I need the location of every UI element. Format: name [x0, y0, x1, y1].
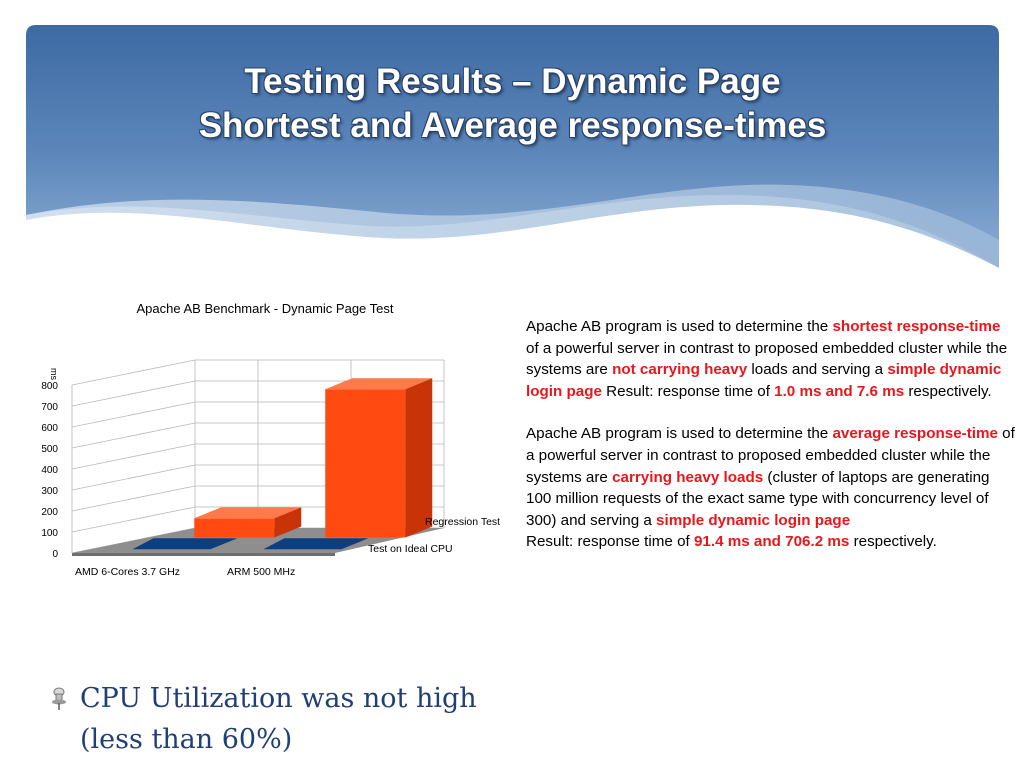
y-tick-label-800: 800	[41, 381, 58, 392]
gridline-left-700	[71, 380, 196, 407]
y-tick-label-200: 200	[41, 507, 58, 518]
pushpin-bullet-icon	[52, 687, 66, 710]
regression-bar-0-top	[194, 507, 302, 519]
p1-text-5: respectively.	[904, 382, 992, 400]
regression-bar-0-front	[194, 518, 275, 538]
gridline-left-500	[71, 422, 196, 449]
y-tick-label-400: 400	[41, 465, 58, 476]
p1-highlight-1: shortest response-time	[832, 318, 1001, 335]
p2-text-5: respectively.	[849, 533, 937, 551]
gridline-left-400	[71, 443, 196, 470]
regression-bar-0-side	[274, 507, 302, 538]
paragraph-average: Apache AB program is used to determine t…	[526, 423, 1016, 553]
p1-text-4: Result: response time of	[601, 382, 775, 400]
y-tick-label-0: 0	[52, 549, 58, 560]
gridline-left-300	[71, 464, 196, 491]
y-tick-label-600: 600	[41, 423, 58, 434]
p1-text-1: Apache AB program is used to determine t…	[526, 318, 833, 335]
y-tick-label-700: 700	[41, 402, 58, 413]
p1-highlight-3: simple dynamic login page	[526, 361, 1002, 400]
description-panel: Apache AB program is used to determine t…	[526, 316, 1016, 553]
gridline-left-100	[71, 506, 196, 533]
series-label-1: Test on Ideal CPU	[368, 543, 453, 555]
title-line-2: Shortest and Average response-times	[198, 106, 827, 145]
regression-bar-1-front	[325, 389, 406, 538]
chart-body: 0 100 200 300 400 500 600 700 800 AMD 6-Cores 3.7…	[41, 359, 500, 578]
title-line-1: Testing Results – Dynamic Page	[244, 62, 781, 101]
p2-highlight-1: average response-time	[832, 425, 998, 443]
y-tick-label-100: 100	[41, 528, 58, 539]
ideal-bar-0-tile	[132, 538, 238, 550]
bullet-cpu-utilization: CPU Utilization was not high (less than …	[80, 683, 477, 755]
y-tick-label-500: 500	[41, 444, 58, 455]
series-label-0: Regression Test	[425, 516, 500, 528]
regression-bar-1-side	[405, 378, 433, 538]
p2-highlight-3: simple dynamic login page	[656, 511, 851, 529]
p2-text-3: (cluster of laptops are generating 100 m…	[526, 468, 990, 529]
p2-text-1: Apache AB program is used to determine t…	[526, 425, 833, 443]
regression-bar-1-top	[325, 378, 433, 390]
chart-floor-edge	[72, 553, 335, 556]
x-category-label-0: AMD 6-Cores 3.7 GHz	[75, 566, 180, 578]
gridline-left-600	[71, 401, 196, 428]
ideal-bar-1-tile	[263, 538, 369, 550]
p1-highlight-2: not carrying heavy	[612, 361, 748, 379]
slide-title: Testing Results – Dynamic Page Shortest …	[26, 60, 999, 148]
header-banner	[26, 25, 999, 268]
y-tick-label-300: 300	[41, 486, 58, 497]
x-category-label-1: ARM 500 MHz	[227, 566, 295, 578]
p2-highlight-4: 91.4 ms and 706.2 ms	[693, 533, 850, 551]
p1-text-3: loads and serving a	[747, 361, 888, 379]
chart-title: Apache AB Benchmark - Dynamic Page Test	[137, 301, 394, 316]
p1-text-2: of a powerful server in contrast to prop…	[526, 339, 1008, 379]
gridline-left-800	[71, 359, 196, 386]
p2-highlight-2: carrying heavy loads	[612, 468, 764, 486]
paragraph-shortest: Apache AB program is used to determine t…	[526, 316, 1016, 402]
p1-highlight-4: 1.0 ms and 7.6 ms	[774, 382, 905, 400]
benchmark-chart: Apache AB Benchmark - Dynamic Page Test …	[41, 301, 500, 578]
chart-y-axis-label: ms	[49, 368, 59, 380]
gridline-left-200	[71, 485, 196, 512]
p2-text-4: Result: response time of	[526, 533, 694, 551]
p2-text-2: of a powerful server in contrast to prop…	[526, 425, 1015, 486]
